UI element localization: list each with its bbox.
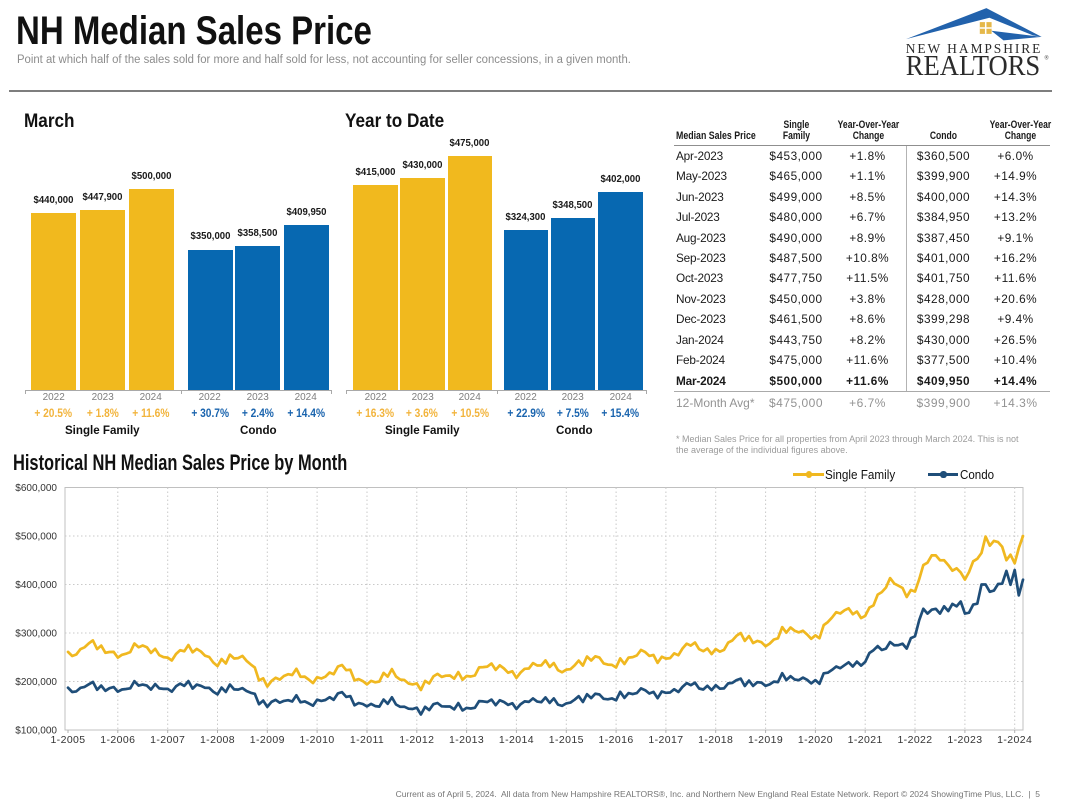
svg-text:1-2020: 1-2020 xyxy=(798,734,833,746)
svg-text:®: ® xyxy=(1044,55,1049,62)
svg-text:1-2012: 1-2012 xyxy=(399,734,434,746)
svg-text:NEW HAMPSHIRE: NEW HAMPSHIRE xyxy=(906,41,1043,56)
svg-text:1-2014: 1-2014 xyxy=(499,734,534,746)
svg-text:1-2005: 1-2005 xyxy=(50,734,85,746)
svg-text:1-2006: 1-2006 xyxy=(100,734,135,746)
svg-text:$200,000: $200,000 xyxy=(15,677,57,688)
svg-text:1-2015: 1-2015 xyxy=(549,734,584,746)
svg-text:1-2017: 1-2017 xyxy=(648,734,683,746)
svg-text:1-2016: 1-2016 xyxy=(599,734,634,746)
svg-text:$500,000: $500,000 xyxy=(15,532,57,543)
svg-text:$300,000: $300,000 xyxy=(15,629,57,640)
svg-text:1-2021: 1-2021 xyxy=(848,734,883,746)
svg-text:1-2019: 1-2019 xyxy=(748,734,783,746)
svg-text:1-2008: 1-2008 xyxy=(200,734,235,746)
svg-text:1-2018: 1-2018 xyxy=(698,734,733,746)
svg-text:1-2010: 1-2010 xyxy=(300,734,335,746)
svg-text:1-2013: 1-2013 xyxy=(449,734,484,746)
svg-text:1-2007: 1-2007 xyxy=(150,734,185,746)
svg-text:1-2009: 1-2009 xyxy=(250,734,285,746)
svg-text:$100,000: $100,000 xyxy=(15,726,57,737)
svg-text:1-2022: 1-2022 xyxy=(897,734,932,746)
svg-text:$600,000: $600,000 xyxy=(15,483,57,494)
svg-text:1-2011: 1-2011 xyxy=(350,734,384,746)
svg-text:$400,000: $400,000 xyxy=(15,580,57,591)
svg-text:1-2024: 1-2024 xyxy=(997,734,1032,746)
svg-text:REALTORS: REALTORS xyxy=(906,51,1040,82)
svg-text:1-2023: 1-2023 xyxy=(947,734,982,746)
